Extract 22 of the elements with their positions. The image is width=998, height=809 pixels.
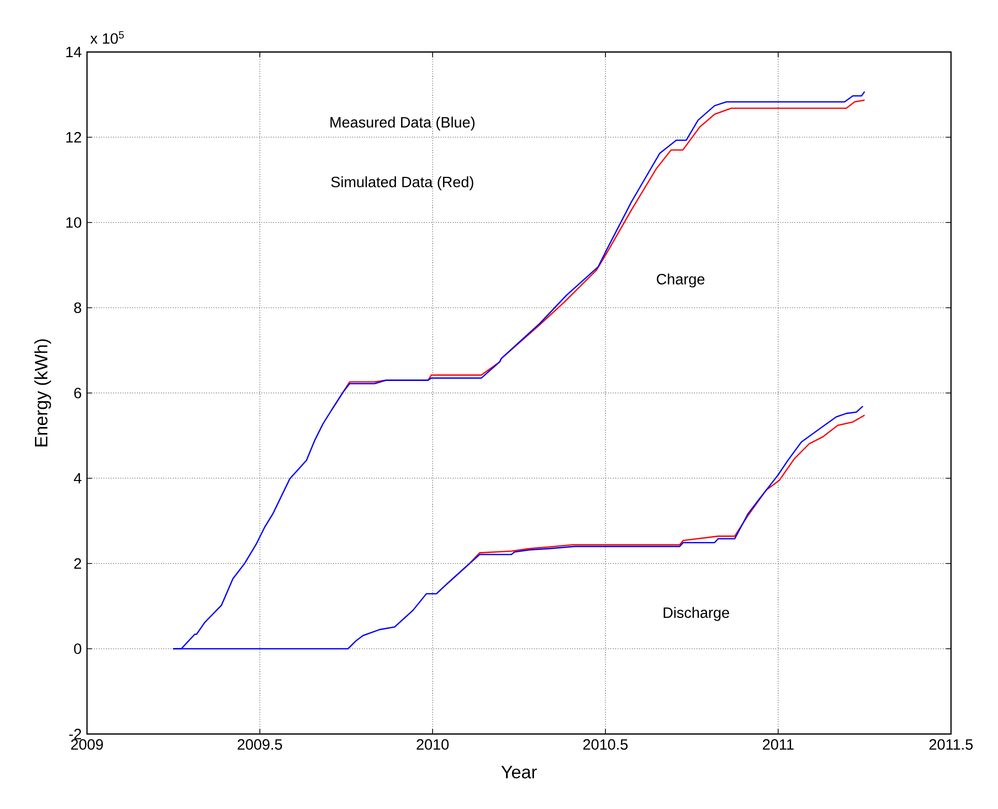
- y-tick-label: 6: [74, 388, 82, 398]
- y-tick-label: -2: [69, 728, 82, 740]
- y-tick-label: 8: [74, 302, 82, 314]
- annotation: Simulated Data (Red): [331, 176, 474, 190]
- y-tick-label: 4: [74, 473, 82, 484]
- y-tick-label: 12: [66, 132, 82, 142]
- x-tick-label: 2009.5: [238, 739, 282, 750]
- annotation: Discharge: [664, 606, 730, 621]
- x-tick-label: 2011: [762, 739, 794, 750]
- x-tick-label: 2010: [416, 739, 449, 750]
- annotation: Charge: [656, 273, 704, 288]
- annotation: Measured Data (Blue): [330, 116, 474, 131]
- y-tick-label: 10: [66, 217, 82, 228]
- y-tick-label: 0: [74, 643, 82, 654]
- x-tick-label: 2009: [71, 739, 103, 750]
- x-tick-label: 2011.5: [929, 739, 973, 750]
- x-axis-title: Year: [501, 766, 537, 778]
- x-tick-label: 2010.5: [583, 739, 628, 750]
- y-tick-label: 14: [66, 46, 82, 58]
- text: x 10$^{5}$: [90, 31, 124, 44]
- y-axis-title: Energy (kWh): [34, 339, 52, 446]
- y-tick-label: 2: [74, 558, 82, 569]
